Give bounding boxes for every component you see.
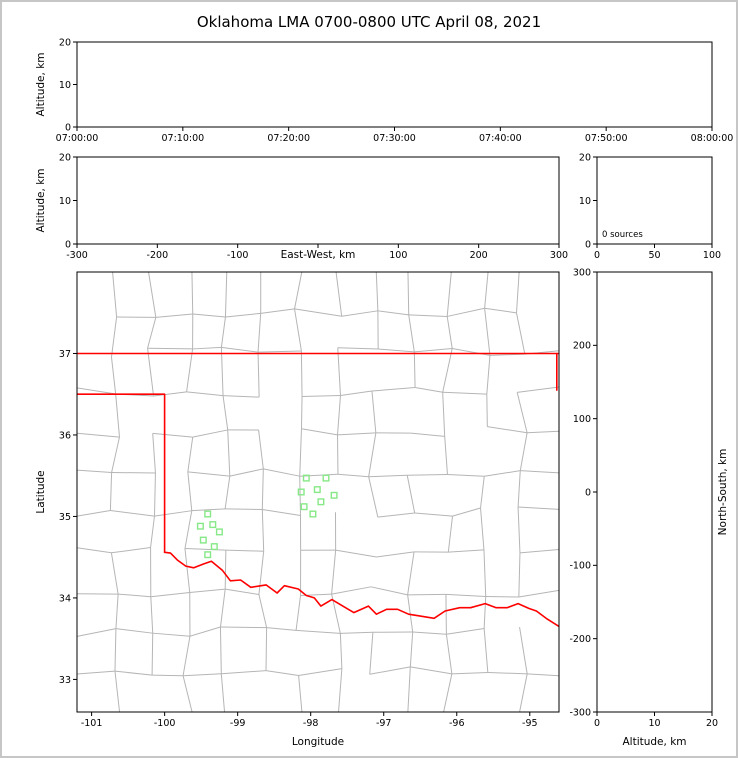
svg-text:-99: -99	[230, 718, 246, 729]
svg-text:07:50:00: 07:50:00	[585, 133, 628, 144]
svg-text:08:00:00: 08:00:00	[691, 133, 734, 144]
svg-text:0: 0	[585, 487, 591, 498]
svg-text:10: 10	[59, 196, 71, 207]
svg-text:-200: -200	[569, 634, 591, 645]
svg-text:0 sources: 0 sources	[602, 230, 643, 240]
svg-text:37: 37	[59, 349, 71, 360]
svg-text:-95: -95	[522, 718, 538, 729]
svg-text:20: 20	[579, 152, 591, 163]
figure-title: Oklahoma LMA 0700-0800 UTC April 08, 202…	[196, 13, 542, 31]
svg-text:-100: -100	[569, 561, 591, 572]
svg-text:100: 100	[573, 414, 591, 425]
svg-text:200: 200	[573, 341, 591, 352]
svg-text:07:20:00: 07:20:00	[267, 133, 310, 144]
svg-text:-200: -200	[147, 250, 169, 261]
svg-text:300: 300	[550, 250, 568, 261]
svg-text:East-West, km: East-West, km	[281, 249, 356, 261]
svg-text:34: 34	[59, 593, 71, 604]
svg-text:100: 100	[703, 250, 721, 261]
svg-text:Altitude, km: Altitude, km	[622, 736, 686, 748]
svg-text:-98: -98	[303, 718, 319, 729]
svg-text:-96: -96	[449, 718, 465, 729]
svg-text:20: 20	[706, 718, 718, 729]
svg-text:0: 0	[594, 250, 600, 261]
svg-text:35: 35	[59, 512, 71, 523]
svg-text:300: 300	[573, 267, 591, 278]
svg-text:North-South, km: North-South, km	[717, 449, 729, 536]
svg-text:33: 33	[59, 675, 71, 686]
svg-text:0: 0	[594, 718, 600, 729]
svg-text:Altitude, km: Altitude, km	[35, 52, 47, 116]
svg-text:-101: -101	[81, 718, 103, 729]
svg-text:-100: -100	[154, 718, 176, 729]
svg-text:07:30:00: 07:30:00	[373, 133, 416, 144]
svg-text:Altitude, km: Altitude, km	[35, 168, 47, 232]
svg-text:Longitude: Longitude	[292, 736, 344, 748]
svg-text:0: 0	[65, 122, 71, 133]
svg-text:36: 36	[59, 430, 71, 441]
svg-text:10: 10	[648, 718, 660, 729]
svg-text:200: 200	[470, 250, 488, 261]
svg-text:0: 0	[585, 239, 591, 250]
svg-text:-97: -97	[376, 718, 392, 729]
svg-text:Latitude: Latitude	[35, 470, 47, 513]
svg-text:07:00:00: 07:00:00	[56, 133, 99, 144]
svg-text:100: 100	[389, 250, 407, 261]
svg-text:50: 50	[648, 250, 660, 261]
svg-text:-100: -100	[227, 250, 249, 261]
svg-text:20: 20	[59, 152, 71, 163]
svg-text:07:40:00: 07:40:00	[479, 133, 522, 144]
svg-text:20: 20	[59, 37, 71, 48]
svg-text:-300: -300	[66, 250, 88, 261]
svg-text:10: 10	[59, 80, 71, 91]
svg-text:0: 0	[65, 239, 71, 250]
svg-text:-300: -300	[569, 707, 591, 718]
svg-text:07:10:00: 07:10:00	[161, 133, 204, 144]
svg-text:10: 10	[579, 196, 591, 207]
